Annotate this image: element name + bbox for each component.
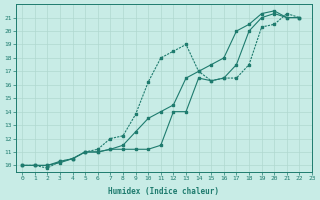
X-axis label: Humidex (Indice chaleur): Humidex (Indice chaleur) — [108, 187, 220, 196]
